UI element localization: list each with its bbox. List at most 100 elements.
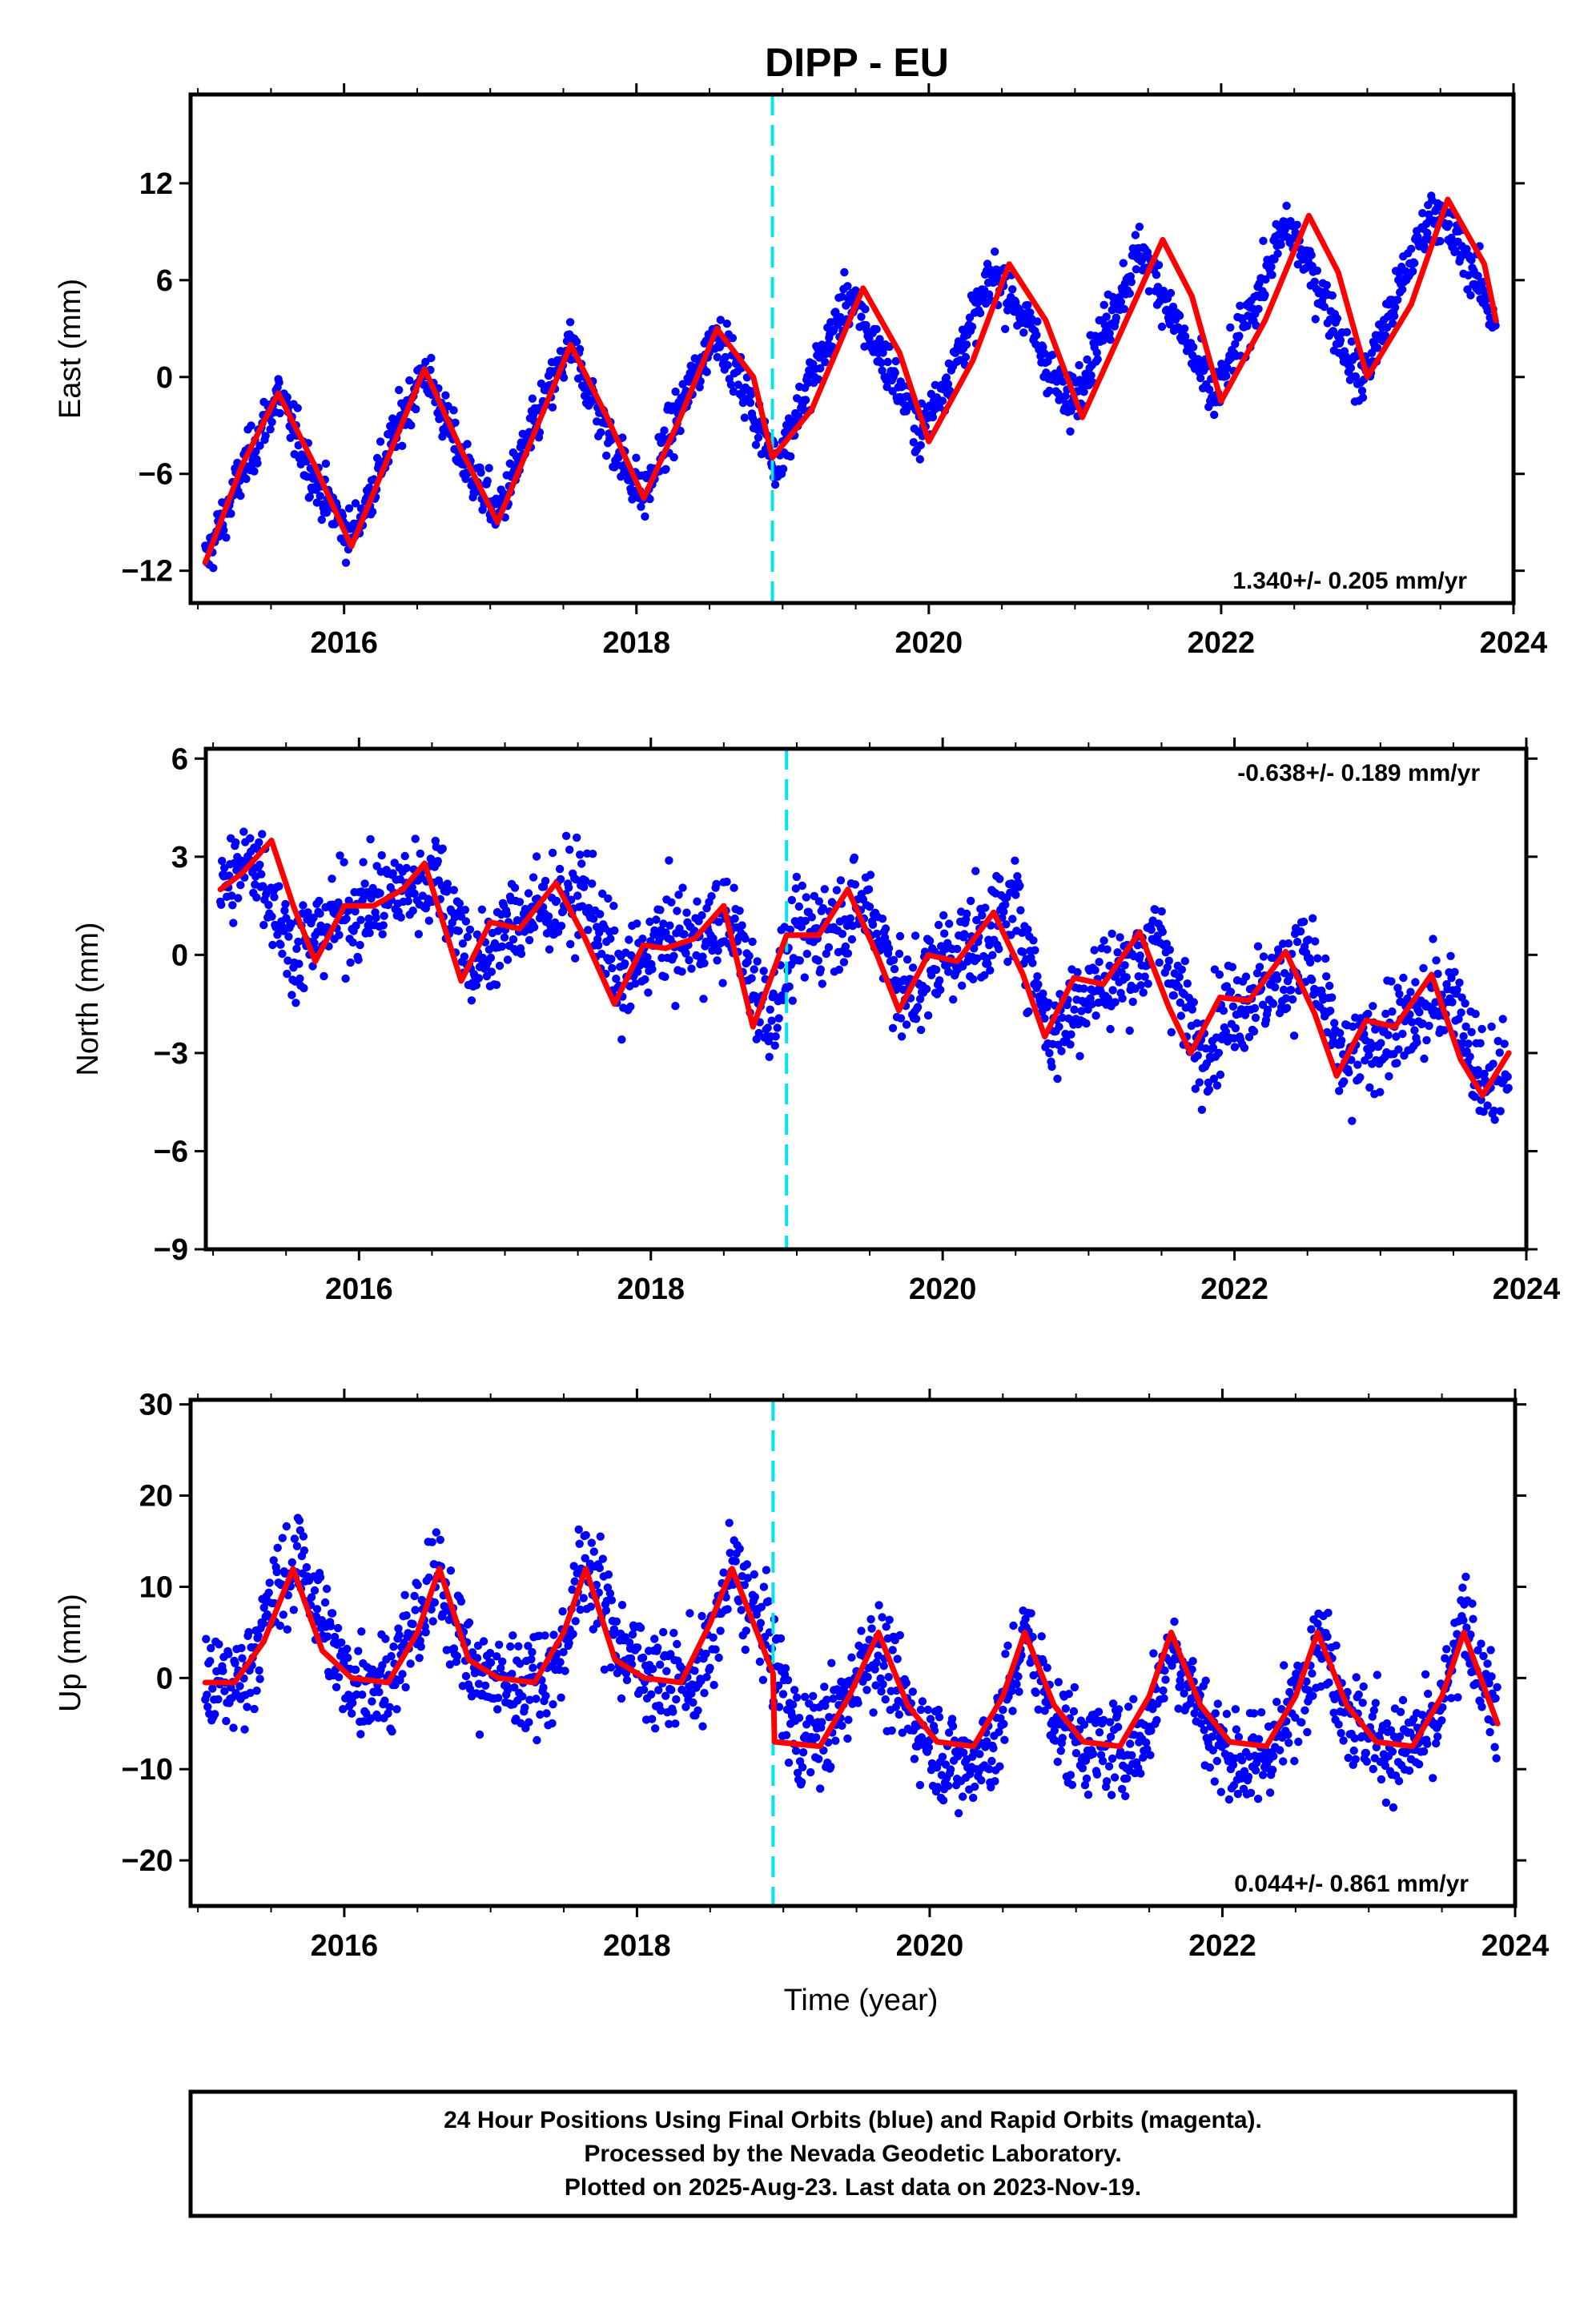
data-point [897,1032,907,1041]
data-point [1190,1709,1199,1718]
data-point [878,1613,886,1622]
data-point [1106,1732,1116,1741]
data-point [606,1663,616,1672]
data-point [1487,1022,1496,1031]
data-point [1176,1011,1186,1020]
data-point [1394,1045,1403,1054]
data-point [408,907,417,915]
y-tick-label: 3 [171,841,188,875]
data-point [267,417,276,427]
data-point [424,1573,433,1582]
data-point [1354,1690,1363,1699]
data-point [1103,945,1112,954]
data-point [940,929,949,938]
data-point [337,1638,346,1647]
data-point [607,955,616,963]
data-points-group [201,191,1500,573]
data-point [1341,352,1351,361]
data-point [384,1709,392,1718]
data-point [548,403,557,412]
y-tick-label: −12 [122,555,173,589]
data-point [934,1705,943,1715]
data-point [1325,981,1334,991]
data-point [778,1690,788,1699]
data-point [1493,1683,1502,1691]
data-point [1134,972,1143,981]
data-point [497,942,507,951]
data-point [1337,1729,1345,1738]
data-point [1311,937,1320,946]
data-point [953,944,962,954]
data-point [791,884,800,893]
data-point [235,1682,244,1691]
data-point [596,910,605,919]
data-point [1339,1736,1348,1745]
data-point [302,1562,312,1572]
data-point [653,1643,662,1652]
data-point [1395,1732,1405,1741]
data-point [864,885,874,894]
data-point [916,440,926,450]
data-point [509,935,518,944]
data-point [524,889,533,898]
data-point [685,955,693,965]
data-point [885,342,894,352]
data-point [375,1687,384,1697]
data-point [673,1639,681,1649]
data-point [1485,1679,1493,1688]
data-point [446,1566,456,1575]
data-point [500,933,509,942]
data-point [291,999,300,1007]
data-point [258,830,267,838]
data-point [492,1652,501,1661]
data-point [218,856,227,866]
data-point [610,926,619,935]
data-point [1054,1678,1063,1687]
data-point [1249,1709,1259,1718]
data-point [1388,1747,1397,1756]
data-point [406,1659,415,1668]
data-point [652,915,661,924]
data-point [1002,920,1011,929]
data-point [454,927,464,935]
data-point [1290,1756,1299,1766]
data-point [569,1630,577,1638]
data-point [758,1675,768,1684]
data-point [1243,321,1252,331]
data-point [1112,313,1121,322]
data-point [1309,1691,1317,1700]
data-point [572,875,581,884]
data-point [341,558,351,567]
data-point [838,292,846,301]
data-point [1268,1765,1277,1775]
data-point [1373,1671,1382,1679]
data-point [1029,936,1038,945]
data-point [1191,1084,1200,1093]
data-point [255,1666,263,1675]
data-point [528,1647,537,1657]
data-point [983,1737,991,1746]
data-point [1454,1015,1463,1023]
data-point [969,975,978,984]
data-point [693,1706,702,1715]
data-point [242,474,251,484]
data-point [360,879,369,888]
data-point [340,858,348,866]
data-point [1200,1726,1208,1735]
data-point [1044,999,1053,1007]
data-point [1033,317,1042,326]
data-point [633,967,642,976]
data-point [961,352,971,362]
data-point [334,898,343,907]
data-point [1244,1032,1254,1042]
data-point [202,1634,211,1643]
data-point [735,1544,744,1554]
x-tick-label: 2022 [1200,1273,1268,1306]
data-point [757,1602,766,1611]
data-point [1395,990,1404,999]
data-point [597,428,605,437]
data-point [985,1765,994,1774]
data-point [1490,1116,1499,1124]
data-point [351,499,360,508]
